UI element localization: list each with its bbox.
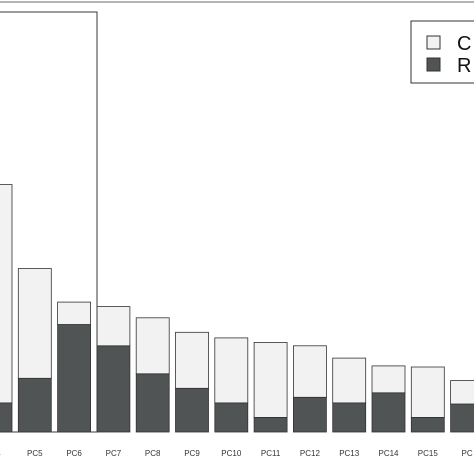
- bar-r-pc11: [253, 416, 288, 433]
- legend-swatch-c: [426, 35, 441, 50]
- bar-r-pc10: [214, 402, 249, 433]
- bars-layer: [0, 184, 474, 433]
- legend-label-r: R: [457, 55, 471, 77]
- x-tick-label-pc9: PC9: [184, 449, 200, 458]
- legend: C R: [410, 20, 474, 84]
- bar-c-pc16: [450, 380, 474, 405]
- bar-c-pc4: [0, 184, 13, 404]
- bar-r-pc4: [0, 402, 13, 433]
- legend-frame: [410, 20, 474, 84]
- bar-c-pc11: [253, 341, 288, 418]
- x-tick-label-pc8: PC8: [145, 449, 161, 458]
- x-tick-label-pc13: PC13: [339, 449, 360, 458]
- bar-c-pc12: [292, 345, 327, 398]
- bar-r-pc7: [96, 345, 131, 433]
- bar-c-pc6: [57, 301, 91, 325]
- bar-c-pc5: [17, 268, 52, 379]
- bar-r-pc5: [17, 377, 52, 433]
- bar-r-pc9: [175, 387, 209, 433]
- x-tick-label-pc5: PC5: [27, 449, 43, 458]
- x-tick-label-pc15: PC15: [418, 449, 439, 458]
- bar-c-pc9: [175, 331, 209, 389]
- x-tick-label-pc12: PC12: [300, 449, 321, 458]
- x-tick-label-pc4: C4: [0, 449, 1, 458]
- bar-c-pc15: [410, 366, 445, 418]
- x-tick-labels: C4 PC5 PC6 PC7 PC8 PC9 PC10 PC11 PC12 PC13 PC14 PC1…: [0, 449, 473, 458]
- bar-r-pc14: [371, 392, 406, 433]
- legend-swatch-r: [426, 57, 441, 72]
- bar-r-pc13: [332, 402, 367, 433]
- bar-r-pc8: [135, 373, 170, 433]
- bar-c-pc14: [371, 365, 406, 394]
- x-tick-label-pc6: PC6: [66, 449, 82, 458]
- legend-label-c: C: [457, 33, 471, 55]
- bar-r-pc12: [292, 396, 327, 433]
- bar-r-pc16: [450, 403, 474, 433]
- bar-r-pc15: [410, 416, 445, 433]
- bar-c-pc7: [96, 306, 131, 347]
- bar-c-pc10: [214, 337, 249, 404]
- x-tick-label-pc10: PC10: [221, 449, 242, 458]
- highlight-box: [0, 11, 98, 433]
- x-tick-label-pc11: PC11: [261, 449, 281, 458]
- x-tick-label-pc14: PC14: [378, 449, 399, 458]
- bar-r-pc6: [57, 324, 91, 433]
- bar-c-pc13: [332, 357, 367, 404]
- x-tick-label-pc16: PC: [462, 449, 473, 458]
- bar-c-pc8: [135, 317, 170, 375]
- x-tick-label-pc7: PC7: [106, 449, 122, 458]
